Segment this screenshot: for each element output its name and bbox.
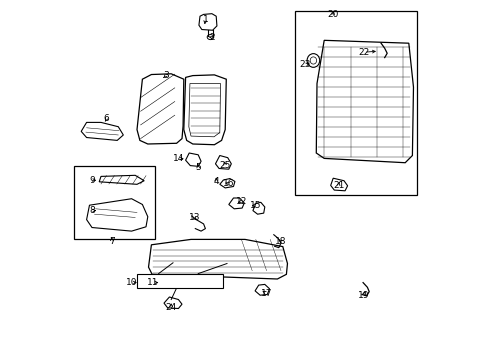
Text: 13: 13 <box>189 213 200 222</box>
Text: 4: 4 <box>213 177 219 186</box>
Text: 12: 12 <box>236 197 247 206</box>
Polygon shape <box>331 178 347 191</box>
Text: 18: 18 <box>275 237 287 246</box>
Text: 7: 7 <box>109 237 115 246</box>
Text: 20: 20 <box>327 10 339 19</box>
Polygon shape <box>189 84 220 137</box>
Polygon shape <box>137 74 184 144</box>
Text: 25: 25 <box>220 161 231 170</box>
Text: 21: 21 <box>333 181 344 190</box>
Text: 1: 1 <box>202 15 208 24</box>
Text: 15: 15 <box>250 201 262 210</box>
Text: 14: 14 <box>172 154 184 163</box>
Text: 2: 2 <box>210 33 216 42</box>
Polygon shape <box>148 239 288 279</box>
Polygon shape <box>184 75 226 145</box>
Text: 23: 23 <box>300 60 311 69</box>
Ellipse shape <box>307 54 319 67</box>
Text: 22: 22 <box>358 48 369 57</box>
Text: 8: 8 <box>89 206 95 215</box>
Text: 19: 19 <box>358 291 369 300</box>
Polygon shape <box>316 40 414 163</box>
Bar <box>294 11 417 195</box>
Polygon shape <box>255 284 270 295</box>
Polygon shape <box>81 122 123 140</box>
Polygon shape <box>164 297 182 309</box>
Polygon shape <box>216 156 231 169</box>
Polygon shape <box>87 199 148 231</box>
Text: 24: 24 <box>166 303 177 312</box>
Text: 9: 9 <box>89 176 95 185</box>
Text: 6: 6 <box>103 114 109 123</box>
Polygon shape <box>220 179 235 188</box>
Text: 17: 17 <box>261 289 272 298</box>
Text: 5: 5 <box>196 163 201 172</box>
Bar <box>137 274 223 288</box>
Text: 3: 3 <box>163 71 169 80</box>
Text: 10: 10 <box>126 278 137 287</box>
Bar <box>74 166 155 239</box>
Polygon shape <box>253 202 265 214</box>
Ellipse shape <box>207 35 214 40</box>
Text: 11: 11 <box>147 278 159 287</box>
Polygon shape <box>186 153 201 166</box>
Polygon shape <box>199 14 217 30</box>
Text: 16: 16 <box>223 179 235 188</box>
Polygon shape <box>229 198 245 209</box>
